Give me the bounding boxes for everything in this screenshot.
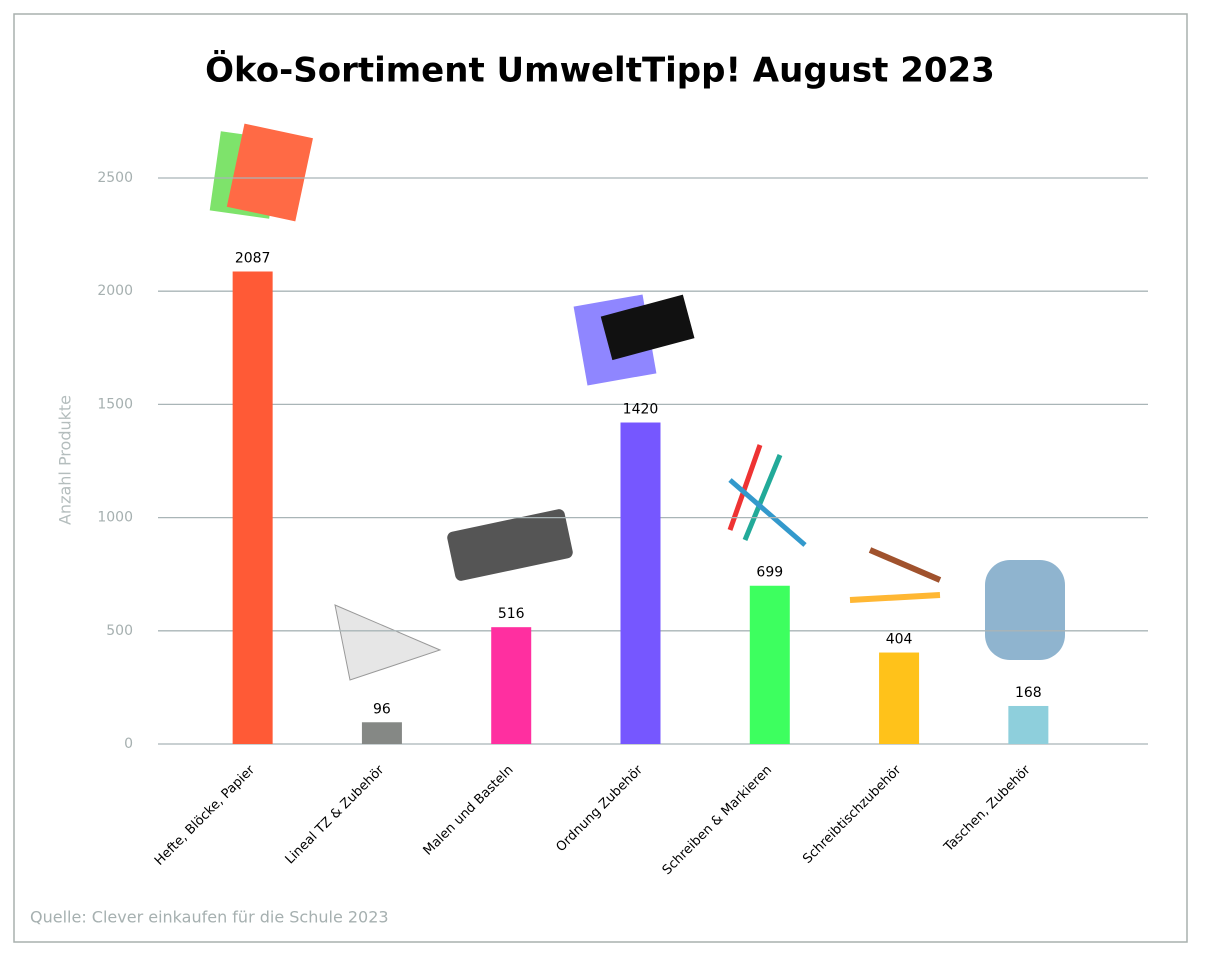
y-tick-label: 1500 <box>97 396 133 412</box>
illustrations <box>209 123 1065 681</box>
value-label: 2087 <box>235 251 271 267</box>
icon-paint <box>447 509 573 581</box>
icon-bag <box>985 560 1065 660</box>
y-tick-label: 2500 <box>97 170 133 186</box>
bar <box>232 271 273 744</box>
value-label: 404 <box>886 632 913 648</box>
bar <box>749 585 790 744</box>
value-label: 516 <box>498 606 525 622</box>
icon-pen <box>849 592 941 603</box>
icon-pen <box>868 547 942 583</box>
icon-pencil <box>728 478 807 547</box>
bar <box>1008 705 1049 744</box>
y-axis-label: Anzahl Produkte <box>56 395 75 525</box>
source: Quelle: Clever einkaufen für die Schule … <box>30 908 389 927</box>
y-tick-label: 0 <box>124 736 133 752</box>
y-tick-label: 2000 <box>97 283 133 299</box>
value-label: 699 <box>756 565 783 581</box>
bar <box>879 652 920 744</box>
value-label: 1420 <box>623 402 659 418</box>
icon-folder <box>600 294 695 361</box>
bar <box>491 627 532 744</box>
chart-title: Öko-Sortiment UmweltTipp! August 2023 <box>205 50 995 91</box>
value-label: 168 <box>1015 685 1042 701</box>
frame <box>13 13 1188 943</box>
icon-pencil <box>742 454 783 541</box>
bar <box>361 722 402 744</box>
bar <box>620 422 661 744</box>
y-tick-label: 500 <box>106 623 133 639</box>
icon-paper <box>226 123 313 222</box>
value-label: 96 <box>373 701 391 717</box>
icon-ruler <box>334 604 442 681</box>
icon-pencil <box>727 444 763 531</box>
y-tick-label: 1000 <box>97 510 133 526</box>
